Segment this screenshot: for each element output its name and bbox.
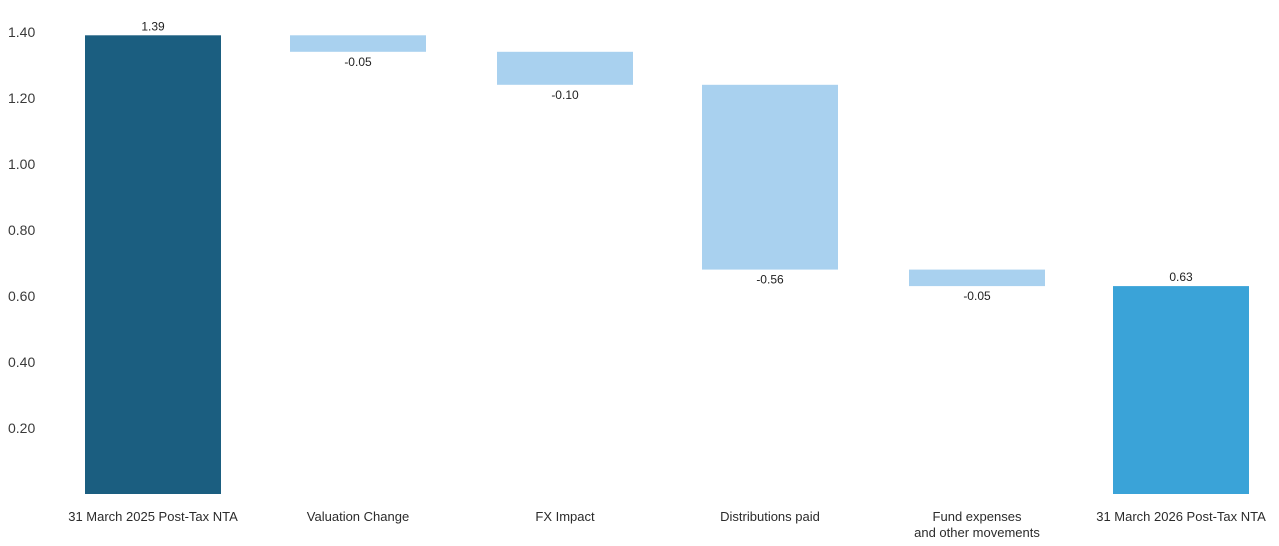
y-tick-label: 0.20 xyxy=(8,420,35,436)
change-bar xyxy=(497,51,633,85)
x-category-label: FX Impact xyxy=(535,509,595,524)
x-category-label: Fund expenses xyxy=(933,509,1022,524)
y-tick-label: 0.40 xyxy=(8,354,35,370)
x-category-label: 31 March 2025 Post-Tax NTA xyxy=(68,509,238,524)
bars xyxy=(85,35,1249,495)
data-labels: 1.39 -0.05 -0.10 -0.56 -0.05 0.63 xyxy=(141,19,1193,303)
x-category-label: 31 March 2026 Post-Tax NTA xyxy=(1096,509,1266,524)
data-label: -0.56 xyxy=(756,273,784,287)
change-bar xyxy=(702,84,838,270)
data-label: 1.39 xyxy=(141,19,165,33)
y-tick-label: 1.40 xyxy=(8,24,35,40)
y-tick-label: 0.80 xyxy=(8,222,35,238)
data-label: 0.63 xyxy=(1169,270,1193,284)
y-axis: 0.20 0.40 0.60 0.80 1.00 1.20 1.40 xyxy=(8,24,35,436)
x-category-label: Valuation Change xyxy=(307,509,409,524)
x-category-label: and other movements xyxy=(914,525,1040,540)
data-label: -0.05 xyxy=(963,289,991,303)
change-bar xyxy=(909,269,1045,287)
data-label: -0.10 xyxy=(551,88,579,102)
data-label: -0.05 xyxy=(344,55,372,69)
change-bar xyxy=(290,35,426,52)
y-tick-label: 1.20 xyxy=(8,90,35,106)
x-axis: 31 March 2025 Post-Tax NTA Valuation Chan… xyxy=(68,509,1266,540)
y-tick-label: 0.60 xyxy=(8,288,35,304)
total-bar xyxy=(1113,286,1249,494)
y-tick-label: 1.00 xyxy=(8,156,35,172)
total-bar xyxy=(85,35,221,495)
x-category-label: Distributions paid xyxy=(720,509,820,524)
